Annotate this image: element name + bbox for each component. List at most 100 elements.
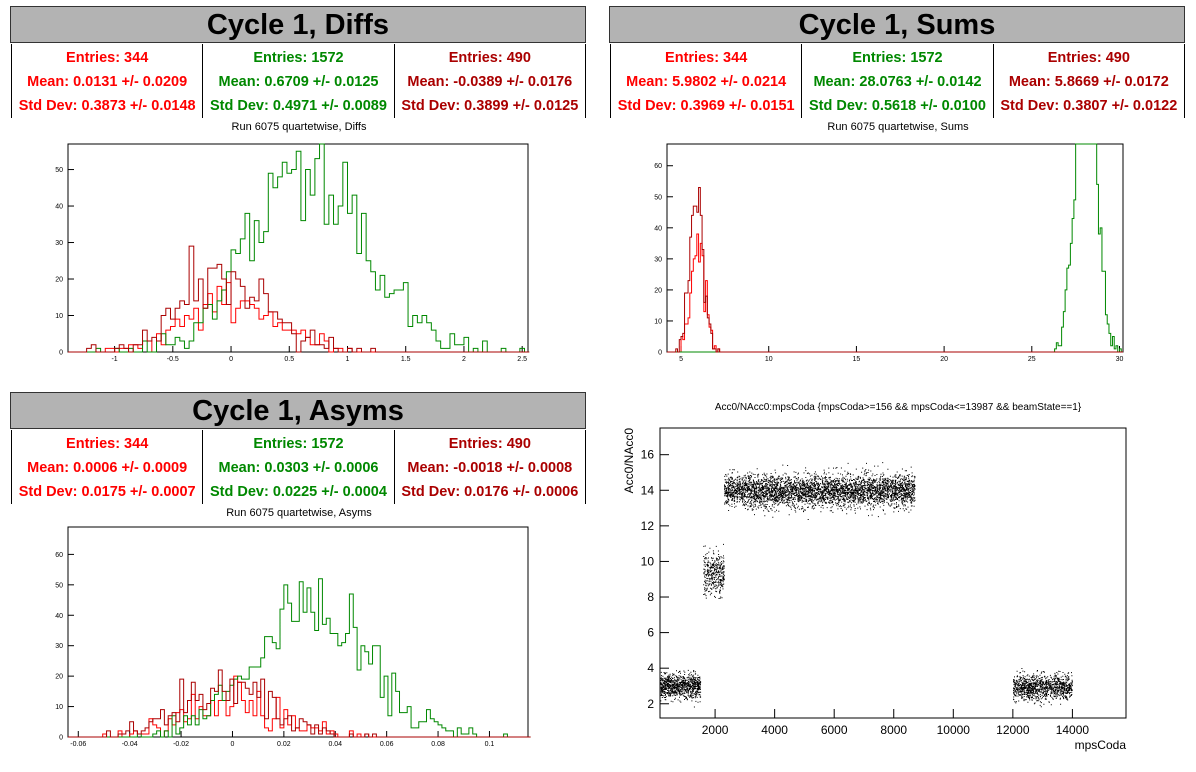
asyms-stat-cell-1: Entries: 344 Mean: 0.0006 +/- 0.0009 Std… — [11, 430, 204, 504]
x-tick-label: 6000 — [821, 723, 848, 737]
entries-label: Entries: 344 — [66, 50, 149, 66]
x-tick-label: 20 — [940, 356, 948, 363]
series-line-2 — [667, 143, 1123, 353]
scatter-plot: 2000 4000 6000 8000 10000 12000 14000 2 4 6 8 10 12 1… — [622, 427, 1127, 752]
x-axis-label: mpsCoda — [1075, 738, 1127, 752]
x-tick-label: 8000 — [880, 723, 907, 737]
y-tick-label: 12 — [641, 519, 655, 533]
std-label: Std Dev: 0.3807 +/- 0.0122 — [1000, 98, 1178, 114]
sums-stat-cell-1: Entries: 344 Mean: 5.9802 +/- 0.0214 Std… — [610, 44, 803, 118]
std-label: Std Dev: 0.3899 +/- 0.0125 — [401, 98, 579, 114]
y-tick-label: 0 — [658, 350, 662, 357]
y-tick-label: 10 — [654, 318, 662, 325]
mean-label: Mean: 0.0131 +/- 0.0209 — [27, 74, 188, 90]
x-tick-label: -1 — [111, 356, 117, 363]
scatter-point — [660, 669, 702, 708]
x-tick-label: 2000 — [702, 723, 729, 737]
scatter-point — [703, 543, 725, 599]
x-tick-label: 14000 — [1056, 723, 1090, 737]
x-tick-label: 1 — [346, 356, 350, 363]
x-tick-label: 10000 — [937, 723, 971, 737]
x-tick-label: 2 — [462, 356, 466, 363]
x-tick-label: 2.5 — [517, 356, 527, 363]
y-tick-label: 14 — [641, 483, 655, 497]
y-tick-label: 8 — [647, 590, 654, 604]
scatter-points — [660, 462, 1073, 708]
x-tick-label: 0.5 — [284, 356, 294, 363]
sums-stat-cell-2: Entries: 1572 Mean: 28.0763 +/- 0.0142 S… — [801, 44, 994, 118]
series-line-2 — [68, 143, 530, 353]
diffs-stat-cell-2: Entries: 1572 Mean: 0.6709 +/- 0.0125 St… — [202, 44, 395, 118]
x-tick-label: 0.04 — [328, 741, 342, 748]
entries-label: Entries: 344 — [665, 50, 748, 66]
asyms-histogram: -0.06 -0.04 -0.02 0 0.02 0.04 0.06 0.08 0.1 0 10 20… — [55, 526, 531, 748]
mean-label: Mean: 5.8669 +/- 0.0172 — [1008, 74, 1169, 90]
plot-frame — [67, 526, 529, 738]
mean-label: Mean: -0.0389 +/- 0.0176 — [407, 74, 573, 90]
diffs-stat-cell-3: Entries: 490 Mean: -0.0389 +/- 0.0176 St… — [393, 44, 586, 118]
x-tick-label: 25 — [1028, 356, 1036, 363]
scatter-point — [724, 462, 916, 520]
entries-label: Entries: 490 — [448, 436, 531, 452]
x-tick-label: 0 — [231, 741, 235, 748]
y-tick-label: 50 — [55, 167, 63, 174]
x-tick-label: 0.1 — [485, 741, 495, 748]
y-tick-label: 4 — [647, 661, 654, 675]
x-tick-label: 0 — [229, 356, 233, 363]
entries-label: Entries: 1572 — [253, 436, 344, 452]
sums-banner: Cycle 1, Sums — [609, 6, 1185, 43]
mean-label: Mean: 5.9802 +/- 0.0214 — [626, 74, 787, 90]
std-label: Std Dev: 0.0225 +/- 0.0004 — [210, 484, 387, 500]
series-line-1 — [667, 233, 1123, 353]
diffs-histogram: -1 -0.5 0 0.5 1 1.5 2 2.5 0 10 20 30 40 50 — [55, 143, 530, 363]
y-tick-label: 30 — [654, 256, 662, 263]
sums-stat-cell-3: Entries: 490 Mean: 5.8669 +/- 0.0172 Std… — [992, 44, 1185, 118]
sums-histogram: 5 10 15 20 25 30 0 10 20 30 40 50 60 — [654, 143, 1124, 363]
series-line-1 — [68, 282, 530, 353]
y-tick-label: 16 — [641, 448, 655, 462]
scatter-cluster-2 — [703, 543, 725, 599]
x-tick-label: -0.04 — [122, 741, 138, 748]
y-tick-label: 40 — [55, 613, 63, 620]
x-tick-label: 10 — [765, 356, 773, 363]
y-tick-label: 50 — [654, 194, 662, 201]
x-tick-label: -0.5 — [167, 356, 179, 363]
scatter-cluster-3 — [724, 462, 916, 520]
asyms-plot-title: Run 6075 quartetwise, Asyms — [226, 507, 372, 519]
x-tick-label: 1.5 — [401, 356, 411, 363]
y-tick-label: 40 — [654, 225, 662, 232]
plot-frame — [666, 143, 1124, 353]
mean-label: Mean: 0.0303 +/- 0.0006 — [218, 460, 379, 476]
entries-label: Entries: 490 — [448, 50, 531, 66]
sums-plot-title: Run 6075 quartetwise, Sums — [827, 121, 969, 133]
asyms-stat-cell-3: Entries: 490 Mean: -0.0018 +/- 0.0008 St… — [393, 430, 586, 504]
series-line-3 — [68, 245, 530, 353]
entries-label: Entries: 344 — [66, 436, 149, 452]
y-tick-label: 20 — [654, 287, 662, 294]
x-tick-label: 5 — [679, 356, 683, 363]
y-tick-label: 20 — [55, 674, 63, 681]
mean-label: Mean: -0.0018 +/- 0.0008 — [407, 460, 573, 476]
y-tick-label: 0 — [59, 735, 63, 742]
x-tick-label: -0.02 — [173, 741, 189, 748]
mean-label: Mean: 28.0763 +/- 0.0142 — [813, 74, 982, 90]
series-line-3 — [667, 186, 1123, 353]
std-label: Std Dev: 0.4971 +/- 0.0089 — [210, 98, 387, 114]
std-label: Std Dev: 0.3873 +/- 0.0148 — [18, 98, 196, 114]
std-label: Std Dev: 0.5618 +/- 0.0100 — [809, 98, 986, 114]
series-line-3 — [68, 669, 531, 738]
x-tick-label: 0.02 — [277, 741, 291, 748]
y-tick-label: 2 — [647, 697, 654, 711]
y-tick-label: 10 — [641, 554, 655, 568]
x-tick-label: 0.06 — [380, 741, 394, 748]
asyms-stat-cell-2: Entries: 1572 Mean: 0.0303 +/- 0.0006 St… — [202, 430, 395, 504]
y-tick-label: 30 — [55, 643, 63, 650]
y-tick-label: 0 — [59, 350, 63, 357]
asyms-banner: Cycle 1, Asyms — [10, 392, 586, 429]
entries-label: Entries: 1572 — [852, 50, 943, 66]
entries-label: Entries: 490 — [1047, 50, 1130, 66]
y-axis-label: Acc0/NAcc0 — [622, 428, 636, 494]
mean-label: Mean: 0.6709 +/- 0.0125 — [218, 74, 379, 90]
x-tick-label: 15 — [853, 356, 861, 363]
y-tick-label: 10 — [55, 704, 63, 711]
